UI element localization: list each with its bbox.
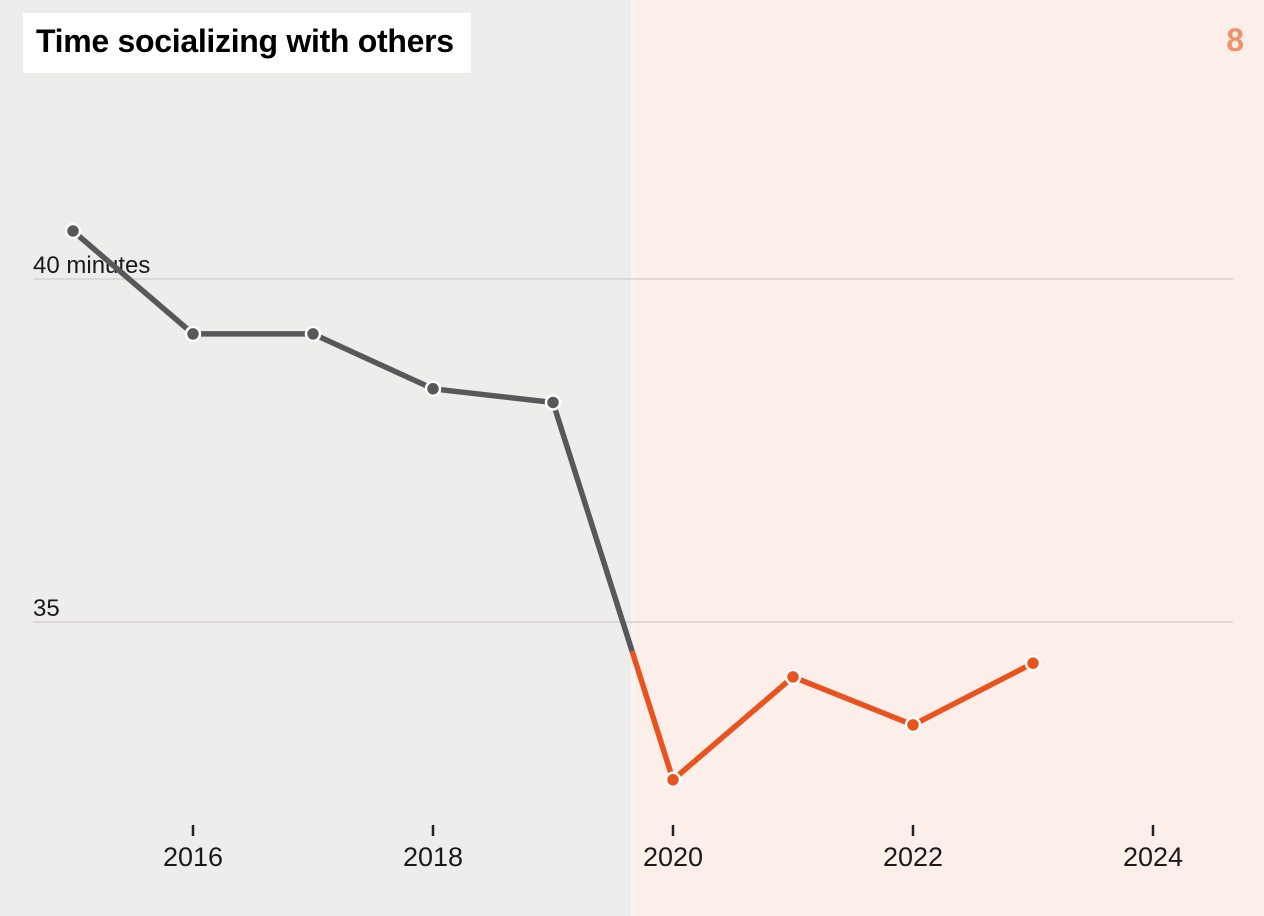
chart-title-box: Time socializing with others <box>23 13 471 74</box>
data-point <box>904 716 922 734</box>
y-axis-label: 40 minutes <box>33 252 150 279</box>
page-number: 8 <box>1226 22 1244 58</box>
line-series-post-2020 <box>629 650 1035 783</box>
data-point <box>664 771 682 789</box>
data-point <box>304 325 322 343</box>
background-highlight-region <box>635 0 1264 916</box>
data-point <box>1024 654 1042 672</box>
data-point <box>424 380 442 398</box>
data-point <box>64 222 82 240</box>
x-axis-label: 2020 <box>643 842 703 872</box>
chart-title: Time socializing with others <box>36 23 454 59</box>
x-axis-label: 2016 <box>163 842 223 872</box>
y-axis-label: 35 <box>33 595 60 622</box>
data-point <box>184 325 202 343</box>
data-point <box>544 394 562 411</box>
line-series-pre-2020 <box>71 228 635 653</box>
x-axis-label: 2024 <box>1123 842 1183 872</box>
x-axis-label: 2018 <box>403 842 463 872</box>
x-axis-label: 2022 <box>883 842 943 872</box>
data-point <box>784 668 802 686</box>
background-pre-pandemic-region <box>0 0 632 916</box>
background-region-divider <box>631 0 635 916</box>
